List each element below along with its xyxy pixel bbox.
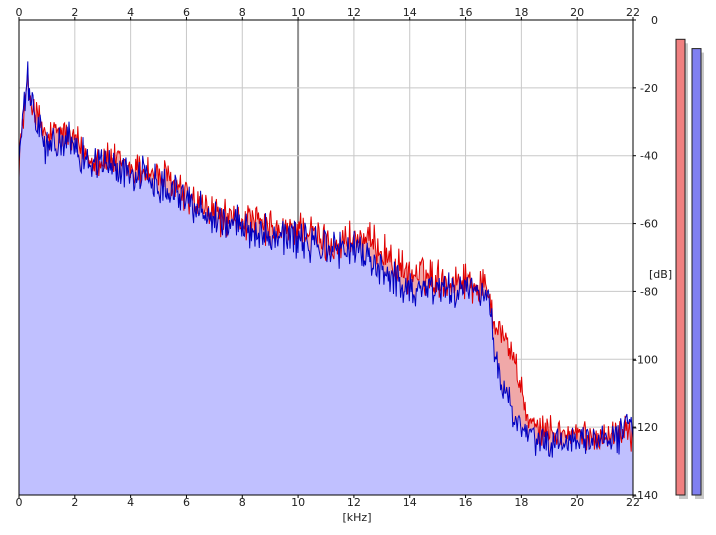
x-tick-label-top: 8 [239, 6, 246, 19]
x-tick-label-bottom: 8 [239, 496, 246, 509]
spectrum-line-red [18, 68, 634, 452]
x-tick-label-top: 16 [459, 6, 473, 19]
x-tick-label-top: 12 [347, 6, 361, 19]
x-tick-label-top: 6 [183, 6, 190, 19]
x-tick-label-top: 22 [626, 6, 640, 19]
x-tick-label-top: 20 [570, 6, 584, 19]
x-tick-label-bottom: 12 [347, 496, 361, 509]
x-tick-label-top: 10 [291, 6, 305, 19]
spectrum-fills [19, 61, 633, 496]
x-tick-label-top: 4 [127, 6, 134, 19]
y-tick-label: -20 [640, 82, 658, 95]
x-tick-label-top: 18 [514, 6, 528, 19]
x-tick-label-bottom: 2 [71, 496, 78, 509]
y-tick-label: -120 [633, 421, 658, 434]
spectrum-fill-blue [19, 61, 633, 496]
spectrum-lines [18, 61, 634, 458]
y-tick-labels: 0 -20 -40 -60 -80 -100 -120 -140 [633, 14, 658, 502]
y-tick-label: -140 [633, 489, 658, 502]
x-tick-label-bottom: 10 [291, 496, 305, 509]
x-tick-label-bottom: 6 [183, 496, 190, 509]
axes [18, 19, 634, 496]
y-tick-label: 0 [651, 14, 658, 27]
x-tick-label-bottom: 4 [127, 496, 134, 509]
level-meter-blue [691, 48, 702, 496]
x-tick-label-bottom: 18 [514, 496, 528, 509]
x-tick-label-bottom: 14 [403, 496, 417, 509]
x-tick-label-bottom: 22 [626, 496, 640, 509]
level-meter-red [675, 38, 686, 496]
x-tick-label-top: 2 [71, 6, 78, 19]
x-tick-label-bottom: 20 [570, 496, 584, 509]
spectrum-line-blue [18, 61, 634, 458]
x-tick-label-top: 14 [403, 6, 417, 19]
y-tick-label: -40 [640, 150, 658, 163]
x-axis-label: [kHz] [343, 511, 372, 524]
y-axis-label: [dB] [649, 268, 672, 281]
level-meters [675, 38, 704, 500]
x-tick-label-top: 0 [16, 6, 23, 19]
x-tick-label-bottom: 0 [16, 496, 23, 509]
y-tick-label: -80 [640, 285, 658, 298]
y-tick-label: -60 [640, 218, 658, 231]
y-tick-label: -100 [633, 353, 658, 366]
x-tick-label-bottom: 16 [459, 496, 473, 509]
